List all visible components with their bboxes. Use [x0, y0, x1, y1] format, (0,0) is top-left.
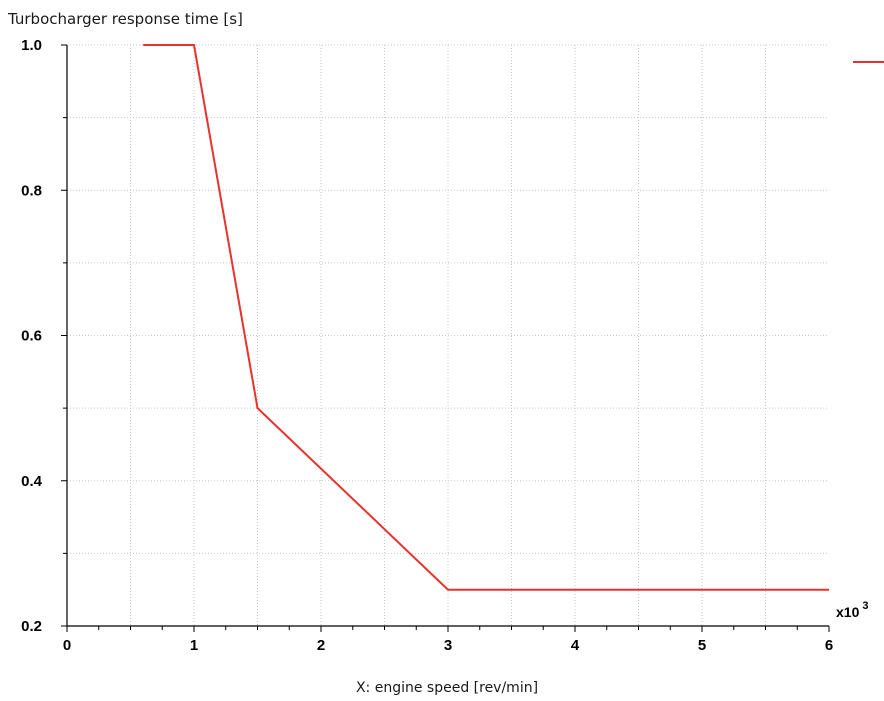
ticks: 0 1 2 3 4 5 6 0.2 0.4 0.6 0.8 1.0: [21, 37, 833, 654]
y-tick-label: 0.8: [21, 182, 42, 199]
x-multiplier: x10 3: [836, 600, 868, 620]
x-tick-label: 2: [317, 637, 325, 654]
y-tick-label: 0.6: [21, 328, 42, 345]
x-axis-label: X: engine speed [rev/min]: [356, 680, 538, 696]
x-tick-label: 5: [698, 637, 706, 654]
y-tick-label: 0.2: [21, 618, 42, 635]
y-tick-label: 1.0: [21, 37, 42, 54]
x-multiplier-base: x10: [836, 604, 860, 620]
x-tick-label: 0: [63, 637, 71, 654]
x-multiplier-exp: 3: [862, 600, 868, 612]
series-line: [143, 44, 829, 591]
x-tick-label: 3: [444, 637, 452, 654]
grid: [67, 44, 829, 626]
chart-title: Turbocharger response time [s]: [7, 10, 243, 28]
series-group: [143, 44, 829, 591]
x-tick-label: 4: [571, 637, 580, 654]
x-tick-label: 6: [825, 637, 833, 654]
y-tick-label: 0.4: [21, 473, 43, 490]
x-tick-label: 1: [190, 637, 198, 654]
